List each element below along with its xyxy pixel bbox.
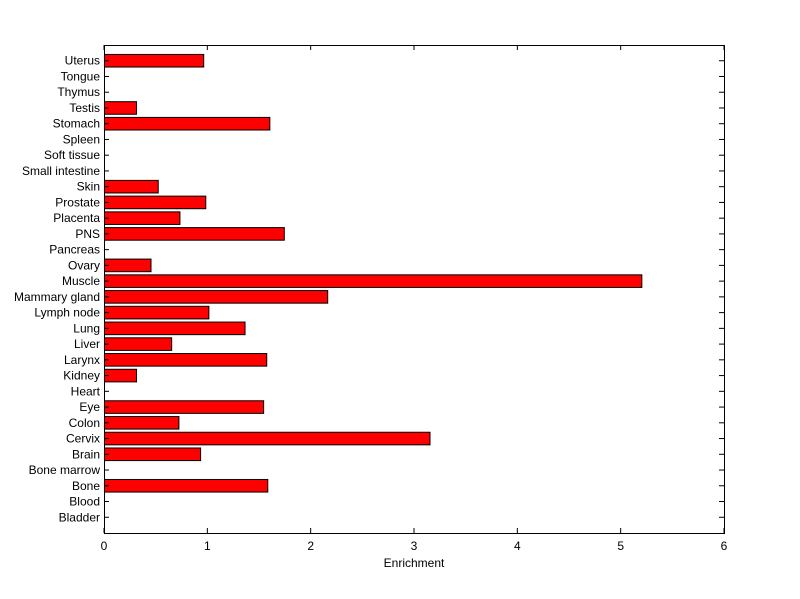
x-tick-label: 2 xyxy=(307,539,314,553)
y-tick-label: Colon xyxy=(69,416,100,430)
bar-cervix xyxy=(104,431,431,446)
x-axis-title: Enrichment xyxy=(384,556,445,570)
bar-testis xyxy=(104,101,138,115)
bar-placenta xyxy=(104,211,181,225)
y-tick-label: Thymus xyxy=(57,85,100,99)
y-tick-label: Stomach xyxy=(53,117,100,131)
bar-prostate xyxy=(104,195,207,210)
y-tick-label: Placenta xyxy=(53,211,100,225)
y-tick-label: PNS xyxy=(75,227,100,241)
bars-group xyxy=(104,53,643,493)
x-tick-label: 5 xyxy=(617,539,624,553)
y-tick-label: Blood xyxy=(69,495,100,509)
x-tick-label: 6 xyxy=(721,539,728,553)
x-tick-label: 3 xyxy=(411,539,418,553)
y-tick-label: Prostate xyxy=(55,195,100,209)
bar-skin xyxy=(104,179,159,194)
y-tick-label: Bladder xyxy=(59,510,100,524)
y-tick-label: Soft tissue xyxy=(44,148,100,162)
bar-lymph-node xyxy=(104,305,210,320)
bar-brain xyxy=(104,447,202,462)
y-tick-label: Kidney xyxy=(63,369,100,383)
y-tick-label: Lymph node xyxy=(34,306,100,320)
bar-stomach xyxy=(104,116,271,131)
bar-liver xyxy=(104,337,173,351)
y-tick-label: Cervix xyxy=(66,432,100,446)
bar-lung xyxy=(104,321,246,336)
bar-colon xyxy=(104,416,180,430)
y-tick-label: Lung xyxy=(73,321,100,335)
x-tick-label: 0 xyxy=(101,539,108,553)
y-tick-label: Muscle xyxy=(62,274,100,288)
y-tick-label: Testis xyxy=(69,101,100,115)
bar-muscle xyxy=(104,274,643,288)
y-tick-label: Spleen xyxy=(63,132,100,146)
bar-uterus xyxy=(104,53,205,68)
y-tick-label: Pancreas xyxy=(49,243,100,257)
y-tick-label: Eye xyxy=(79,400,100,414)
bar-ovary xyxy=(104,258,152,273)
bar-kidney xyxy=(104,368,138,383)
y-tick-label: Skin xyxy=(77,180,100,194)
y-tick-label: Small intestine xyxy=(22,164,100,178)
y-tick-label: Larynx xyxy=(64,353,100,367)
x-tick-label: 4 xyxy=(514,539,521,553)
bar-eye xyxy=(104,400,265,414)
bar-pns xyxy=(104,227,285,241)
y-tick-label: Bone marrow xyxy=(29,463,101,477)
x-tick-labels: 0 1 2 3 4 5 6 xyxy=(101,539,728,553)
ticks-group xyxy=(103,45,725,533)
y-tick-label: Brain xyxy=(72,447,100,461)
bar-bone xyxy=(104,478,269,493)
y-tick-label: Bone xyxy=(72,479,100,493)
y-tick-label: Tongue xyxy=(61,69,101,83)
x-tick-label: 1 xyxy=(204,539,211,553)
y-tick-label: Mammary gland xyxy=(14,290,100,304)
y-tick-label: Liver xyxy=(74,337,100,351)
bar-mammary-gland xyxy=(104,290,329,304)
y-tick-label: Uterus xyxy=(65,54,100,68)
y-tick-label: Ovary xyxy=(68,258,100,272)
bar-larynx xyxy=(104,353,268,367)
y-tick-label: Heart xyxy=(71,384,101,398)
